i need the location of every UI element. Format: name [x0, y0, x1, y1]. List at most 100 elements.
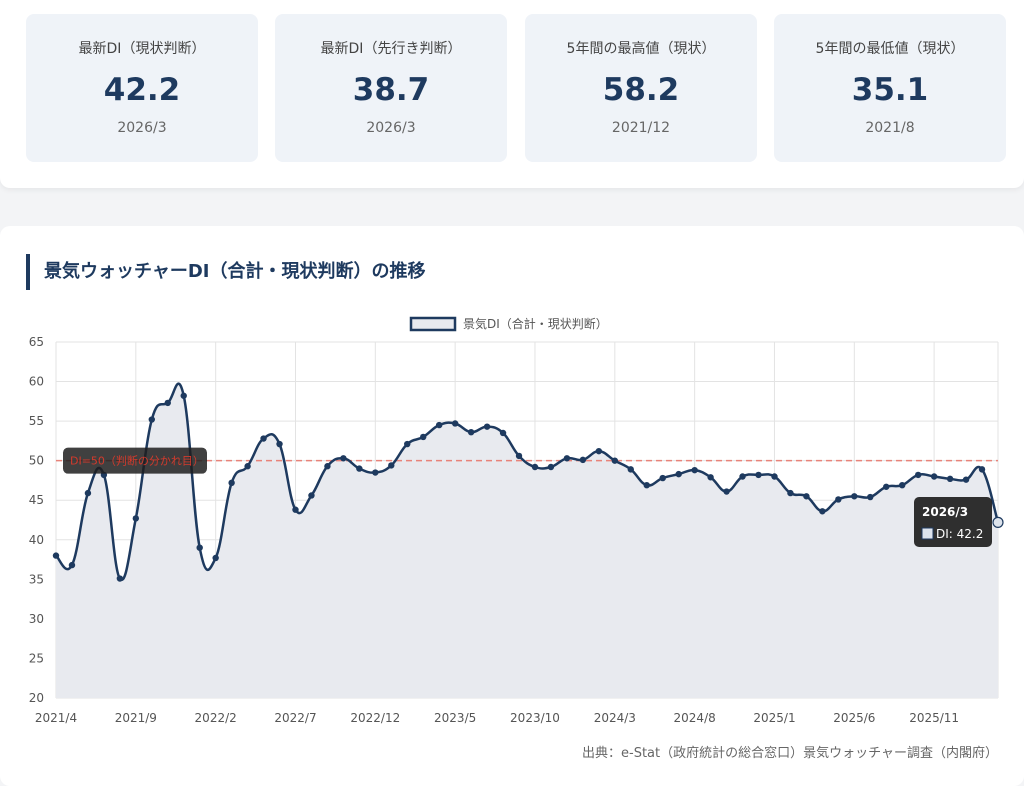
y-tick-label: 65 — [29, 335, 44, 349]
data-point — [851, 493, 858, 500]
y-tick-label: 20 — [29, 691, 44, 705]
tooltip-title: 2026/3 — [922, 505, 968, 519]
x-tick-label: 2025/1 — [753, 711, 795, 725]
data-point — [164, 399, 171, 407]
data-point — [388, 462, 395, 469]
source-note: 出典：e-Stat（政府統計の総合窓口）景気ウォッチャー調査（内閣府） — [582, 746, 998, 761]
data-point — [978, 466, 986, 473]
data-point — [962, 476, 970, 483]
data-point — [563, 455, 571, 462]
data-point — [992, 516, 1004, 528]
chart-title: 景気ウォッチャーDI（合計・現状判断）の推移 — [26, 254, 425, 290]
stat-label: 5年間の最高値（現状） — [566, 41, 716, 57]
x-tick-label: 2021/4 — [35, 711, 77, 725]
stat-date: 2021/8 — [865, 120, 915, 136]
data-point — [244, 463, 251, 470]
data-point — [579, 456, 587, 464]
stats-panel: 最新DI（現状判断） 42.2 2026/3 最新DI（先行き判断） 38.7 … — [0, 0, 1024, 188]
tooltip-value: DI: 42.2 — [936, 527, 983, 541]
data-point — [52, 552, 60, 559]
data-point — [212, 554, 219, 562]
data-point — [547, 463, 555, 471]
data-point — [835, 496, 842, 503]
data-point — [515, 452, 523, 460]
data-point — [914, 471, 922, 479]
data-point — [340, 455, 347, 462]
data-point — [84, 489, 92, 497]
x-tick-label: 2023/10 — [510, 711, 560, 725]
data-point — [659, 474, 666, 482]
data-point — [755, 471, 762, 479]
x-tick-label: 2022/7 — [274, 711, 316, 725]
stat-latest-outlook: 最新DI（先行き判断） 38.7 2026/3 — [275, 14, 507, 162]
data-point — [595, 447, 603, 455]
stat-latest-current: 最新DI（現状判断） 42.2 2026/3 — [26, 14, 258, 162]
data-point — [451, 420, 459, 427]
data-point — [68, 561, 76, 569]
data-point — [723, 488, 730, 495]
stat-value: 58.2 — [602, 72, 680, 108]
area-fill — [56, 383, 998, 698]
data-point — [627, 466, 634, 473]
data-point — [675, 470, 682, 478]
data-point — [435, 421, 443, 429]
x-tick-label: 2025/6 — [833, 711, 875, 725]
data-point — [930, 473, 938, 480]
data-point — [420, 433, 427, 441]
x-tick-label: 2021/9 — [115, 711, 157, 725]
legend-swatch — [409, 316, 457, 332]
y-tick-label: 60 — [29, 375, 44, 389]
data-point — [739, 473, 746, 480]
x-tick-label: 2024/8 — [674, 711, 716, 725]
data-point — [883, 483, 890, 490]
data-point — [196, 544, 203, 551]
x-tick-label: 2023/5 — [434, 711, 476, 725]
data-point — [467, 428, 475, 436]
x-tick-label: 2022/2 — [195, 711, 237, 725]
x-tick-label: 2025/11 — [909, 711, 959, 725]
data-point — [324, 463, 331, 470]
stat-date: 2026/3 — [366, 120, 416, 136]
tooltip-swatch — [921, 527, 934, 540]
data-point — [803, 493, 810, 500]
data-point — [260, 435, 267, 442]
data-point — [372, 469, 379, 476]
stat-value: 42.2 — [103, 72, 181, 108]
data-point — [276, 440, 283, 448]
stat-label: 最新DI（現状判断） — [78, 41, 206, 57]
data-point — [946, 475, 954, 483]
stat-5y-low: 5年間の最低値（現状） 35.1 2021/8 — [774, 14, 1006, 162]
y-tick-label: 50 — [29, 454, 44, 468]
data-point — [499, 429, 507, 437]
y-tick-label: 30 — [29, 612, 44, 626]
chart-card: 景気ウォッチャーDI（合計・現状判断）の推移 景気DI（合計・現状判断） 20 25… — [0, 226, 1024, 786]
data-point — [611, 457, 619, 464]
data-point — [356, 465, 363, 472]
stat-date: 2026/3 — [117, 120, 167, 136]
data-point — [483, 423, 491, 430]
data-point — [867, 493, 874, 501]
threshold-label: DI=50（判断の分かれ目） — [70, 454, 204, 468]
y-tick-label: 35 — [29, 572, 44, 586]
y-tick-label: 25 — [29, 651, 44, 665]
data-point — [531, 463, 539, 471]
stat-label: 5年間の最低値（現状） — [815, 41, 965, 57]
stat-5y-high: 5年間の最高値（現状） 58.2 2021/12 — [525, 14, 757, 162]
data-point — [404, 440, 411, 448]
data-point — [292, 506, 299, 513]
stat-value: 38.7 — [352, 72, 430, 108]
data-point — [899, 481, 906, 489]
data-point — [180, 392, 187, 399]
y-tick-label: 55 — [29, 414, 44, 428]
data-point — [148, 416, 155, 423]
data-point — [707, 474, 714, 481]
legend-label: 景気DI（合計・現状判断） — [463, 316, 608, 331]
data-point — [691, 466, 698, 474]
y-tick-label: 45 — [29, 493, 44, 507]
x-tick-label: 2022/12 — [350, 711, 400, 725]
line-chart[interactable]: 景気DI（合計・現状判断） 20 25 30 35 40 45 50 55 60 65 2021/4 2… — [0, 226, 1024, 766]
x-tick-label: 2024/3 — [594, 711, 636, 725]
data-point — [308, 492, 315, 499]
data-point — [132, 515, 140, 522]
data-point — [787, 489, 794, 497]
